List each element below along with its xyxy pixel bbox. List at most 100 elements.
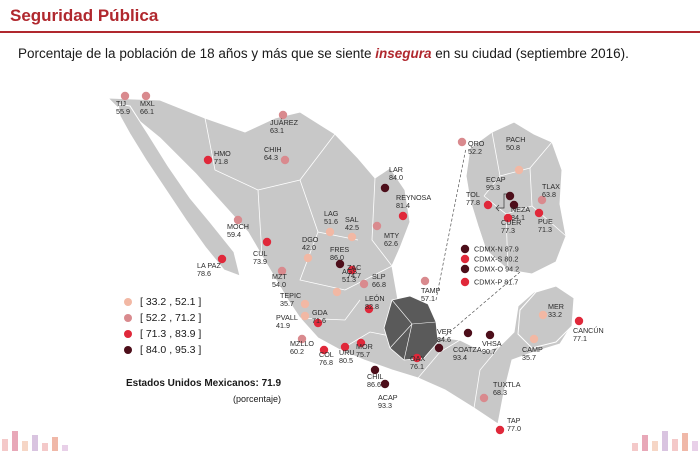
city-label: CDMX-O 94.2 (474, 265, 519, 274)
city-value: 66.1 (140, 107, 154, 116)
city-marker (485, 330, 495, 340)
city-name: CANCÚN (573, 326, 604, 335)
legend-label: [ 84.0 , 95.3 ] (140, 344, 202, 356)
city-marker (303, 253, 313, 263)
city-value: 71.8 (214, 157, 228, 166)
city-marker (483, 200, 493, 210)
city-marker (460, 264, 470, 274)
city-marker (460, 277, 470, 287)
city-value: 76.1 (410, 362, 424, 371)
city-cdmx-s: CDMX-S 80.2 (460, 254, 518, 264)
city-name: URU (339, 348, 355, 357)
city-marker (277, 266, 287, 276)
city-marker (380, 379, 390, 389)
city-marker (574, 316, 584, 326)
city-value: 68.3 (493, 388, 507, 397)
city-name: CUER (501, 218, 521, 227)
city-marker (347, 265, 357, 275)
city-marker (335, 259, 345, 269)
city-name: PUE (538, 217, 553, 226)
baja-california (117, 103, 241, 277)
city-marker (380, 183, 390, 193)
city-name: NEZA (511, 205, 530, 214)
city-value: 60.2 (290, 347, 304, 356)
city-marker (534, 208, 544, 218)
city-marker (297, 334, 307, 344)
city-marker (538, 310, 548, 320)
city-name: AGS (342, 267, 357, 276)
city-marker (233, 215, 243, 225)
legend-swatch (124, 314, 132, 322)
city-marker (537, 195, 547, 205)
city-value: 77.3 (501, 226, 515, 235)
subtitle-text: Porcentaje de la población de 18 años y … (18, 46, 376, 61)
legend-swatch (124, 330, 132, 338)
city-marker (262, 237, 272, 247)
city-name: TEPIC (280, 291, 301, 300)
unit-label: (porcentaje) (233, 394, 282, 404)
city-value: 81.4 (396, 201, 410, 210)
city-value: 84.1 (511, 213, 525, 222)
city-marker (514, 165, 524, 175)
city-name: SLP (372, 272, 386, 281)
inset-connectors (435, 147, 521, 343)
city-name: LAR (389, 165, 403, 174)
city-value: 64.3 (264, 153, 278, 162)
city-marker (372, 221, 382, 231)
city-marker (460, 254, 470, 264)
city-name: VHSA (482, 339, 502, 348)
city-marker (529, 334, 539, 344)
inset-borders (483, 131, 567, 271)
city-name: JUÁREZ (270, 118, 299, 127)
city-value: 80.5 (339, 356, 353, 365)
city-value: 50.8 (506, 143, 520, 152)
city-marker (505, 191, 515, 201)
city-name: FRES (330, 245, 349, 254)
city-marker (420, 276, 430, 286)
page-title: Seguridad Pública (10, 6, 159, 25)
city-name: COATZA (453, 345, 482, 354)
city-value: 33.2 (548, 310, 562, 319)
city-marker (356, 338, 366, 348)
city-value: 93.4 (453, 353, 467, 362)
city-value: 63.8 (542, 190, 556, 199)
city-value: 95.3 (486, 183, 500, 192)
city-name: PVALL (276, 313, 298, 322)
city-value: 86.6 (367, 380, 381, 389)
city-name: MER (548, 302, 564, 311)
city-marker (503, 213, 513, 223)
city-marker (412, 353, 422, 363)
city-value: 51.3 (342, 275, 356, 284)
city-value: 93.3 (378, 401, 392, 410)
subtitle: Porcentaje de la población de 18 años y … (18, 46, 629, 61)
city-marker (319, 345, 329, 355)
city-name: PACH (506, 135, 525, 144)
city-name: TLAX (542, 182, 560, 191)
